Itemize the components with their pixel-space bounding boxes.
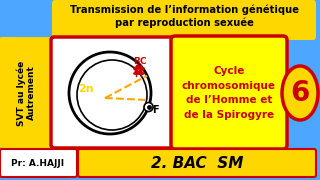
Text: Cycle
chromosomique
de l’Homme et
de la Spirogyre: Cycle chromosomique de l’Homme et de la …: [182, 66, 276, 120]
FancyBboxPatch shape: [78, 149, 316, 177]
Text: 2n: 2n: [78, 84, 94, 94]
Text: Pr: A.HAJJI: Pr: A.HAJJI: [12, 159, 65, 168]
FancyBboxPatch shape: [0, 37, 53, 148]
Text: 6: 6: [290, 79, 310, 107]
Text: Transmission de l’information génétique: Transmission de l’information génétique: [69, 5, 299, 15]
Text: SVT au lycée
Autrement: SVT au lycée Autrement: [16, 60, 36, 126]
Text: F: F: [152, 105, 159, 115]
Text: RC: RC: [133, 57, 147, 66]
Text: 2. BAC  SM: 2. BAC SM: [151, 156, 243, 170]
FancyBboxPatch shape: [171, 36, 287, 149]
FancyBboxPatch shape: [51, 37, 175, 148]
Ellipse shape: [282, 66, 318, 120]
FancyBboxPatch shape: [52, 0, 316, 40]
FancyBboxPatch shape: [0, 149, 77, 177]
Text: par reproduction sexuée: par reproduction sexuée: [115, 18, 253, 28]
Circle shape: [144, 103, 153, 112]
